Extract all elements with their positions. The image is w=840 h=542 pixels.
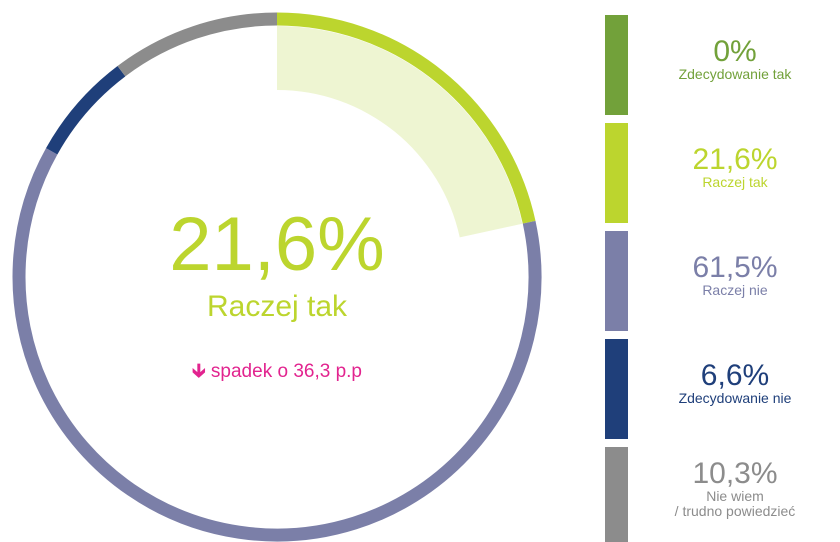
- center-percent: 21,6%: [169, 202, 385, 287]
- legend-swatch: [605, 123, 628, 223]
- legend-label: Nie wiem / trudno powiedzieć: [674, 488, 796, 519]
- legend-value: 6,6%: [700, 359, 770, 392]
- legend-swatch: [605, 231, 628, 331]
- legend-label: Raczej nie: [702, 282, 768, 298]
- legend-swatch: [605, 339, 628, 439]
- legend-entry: 61,5% Raczej nie: [630, 253, 840, 298]
- legend-label: Zdecydowanie nie: [678, 390, 792, 406]
- legend-entry: 6,6% Zdecydowanie nie: [630, 361, 840, 406]
- legend-label: Zdecydowanie tak: [678, 66, 792, 82]
- center-category: Raczej tak: [206, 290, 348, 323]
- donut-segment: [276, 12, 536, 224]
- legend-value: 0%: [713, 35, 757, 68]
- annotation: spadek o 36,3 p.p: [210, 361, 362, 382]
- legend-entry: 0% Zdecydowanie tak: [630, 37, 840, 82]
- legend-value: 10,3%: [692, 457, 778, 490]
- legend-value: 61,5%: [692, 251, 778, 284]
- legend-value: 21,6%: [692, 143, 778, 176]
- highlight-sector: [277, 26, 523, 238]
- legend-entry: 10,3% Nie wiem / trudno powiedzieć: [630, 459, 840, 519]
- legend-label: Raczej tak: [702, 174, 768, 190]
- center-value: 21,6% Raczej tak 🡳 spadek o 36,3 p.p: [77, 205, 477, 389]
- down-arrow: 🡳: [191, 361, 206, 382]
- donut-segment: [46, 65, 126, 155]
- legend-swatch: [605, 15, 628, 115]
- change-note: 🡳 spadek o 36,3 p.p: [77, 357, 477, 389]
- donut-segment: [12, 148, 542, 542]
- donut-segment: [117, 12, 278, 77]
- legend-entry: 21,6% Raczej tak: [630, 145, 840, 190]
- legend-swatch: [605, 447, 628, 542]
